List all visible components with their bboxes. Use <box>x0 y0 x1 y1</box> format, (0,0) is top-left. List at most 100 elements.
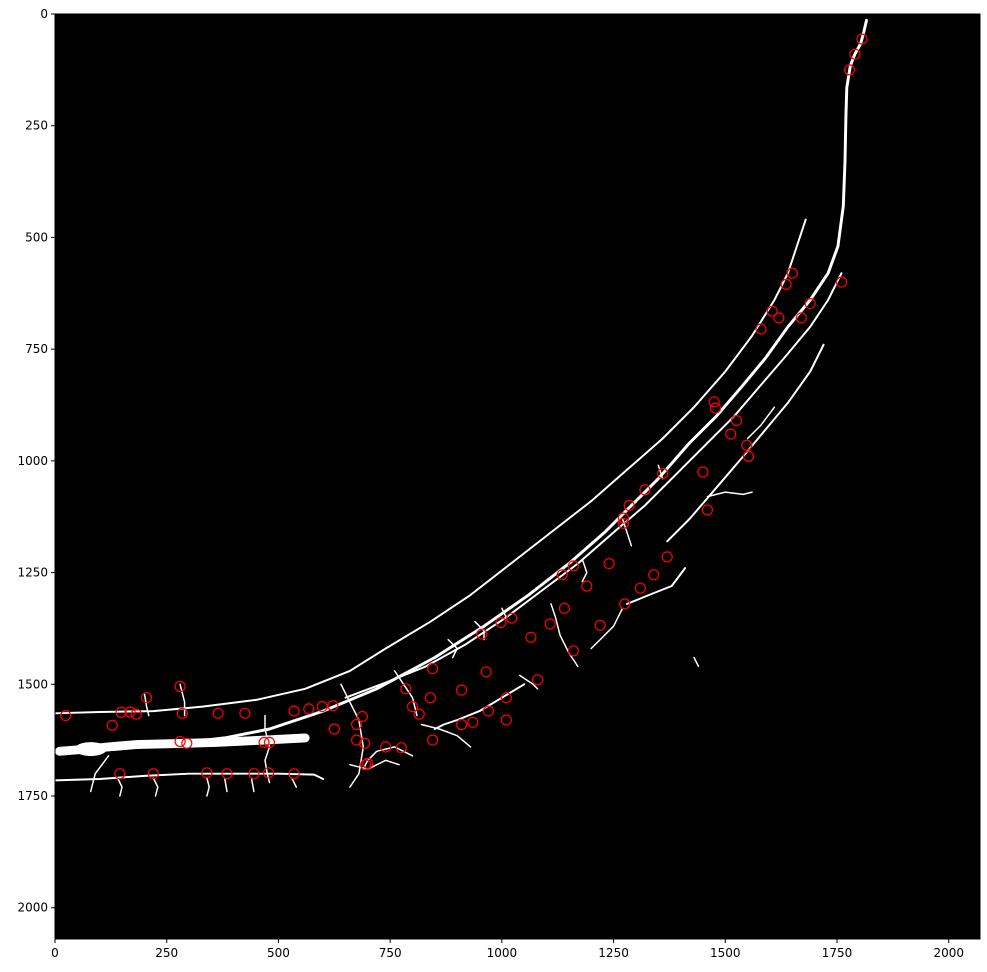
y-tick-label: 250 <box>25 119 48 133</box>
point-marker <box>843 64 856 76</box>
point-marker <box>263 736 276 749</box>
point-marker <box>141 692 153 704</box>
point-marker <box>531 674 544 686</box>
dendrite-branch <box>179 683 186 717</box>
point-marker <box>360 759 372 771</box>
dendrite-branch <box>550 603 579 668</box>
y-tick-label: 0 <box>40 7 48 21</box>
point-marker <box>258 736 270 749</box>
point-marker <box>114 768 126 780</box>
y-tick-label: 1250 <box>17 566 48 580</box>
point-marker <box>603 557 615 570</box>
point-marker <box>617 512 630 524</box>
point-marker <box>239 707 251 719</box>
point-marker <box>115 706 127 719</box>
y-tick-label: 1750 <box>17 789 48 803</box>
x-tick-label: 1750 <box>822 946 853 960</box>
dendrite-branch <box>746 406 776 440</box>
dendrite-branch <box>706 491 753 498</box>
dendrite-branch <box>250 778 255 793</box>
x-tick-label: 0 <box>51 946 59 960</box>
dendrite-branch <box>54 218 807 715</box>
point-marker <box>427 662 439 675</box>
x-tick-label: 250 <box>155 946 178 960</box>
point-marker <box>725 428 737 440</box>
point-marker <box>303 703 315 715</box>
dendrite-branch <box>89 755 110 793</box>
dendrite-branch <box>393 670 418 717</box>
point-marker <box>780 278 792 290</box>
dendrite-branch <box>474 620 485 641</box>
y-tick-label: 2000 <box>17 901 48 915</box>
dendrite-branch <box>344 272 843 699</box>
dendrite-branch <box>433 683 526 730</box>
x-tick-label: 750 <box>379 946 402 960</box>
detected-points <box>60 33 868 780</box>
point-marker <box>856 33 868 45</box>
point-marker <box>359 737 371 749</box>
point-marker <box>657 467 669 479</box>
point-marker <box>406 700 419 713</box>
x-tick-label: 2000 <box>933 946 964 960</box>
point-marker <box>701 504 714 516</box>
point-marker <box>558 602 571 614</box>
dendrite-branch <box>224 778 228 793</box>
point-marker <box>742 450 755 462</box>
point-marker <box>741 439 753 451</box>
point-marker <box>248 768 260 780</box>
y-tick-label: 1000 <box>17 454 48 468</box>
dendrite-branch <box>349 759 400 770</box>
point-marker <box>795 312 807 324</box>
point-marker <box>544 618 556 630</box>
point-marker <box>356 710 368 723</box>
point-marker <box>456 684 468 696</box>
x-tick-label: 1500 <box>710 946 741 960</box>
dendrite-branch <box>447 638 458 659</box>
point-marker <box>456 718 468 731</box>
point-marker <box>476 628 488 640</box>
point-marker <box>500 714 512 726</box>
point-marker <box>617 517 630 530</box>
point-marker <box>773 312 785 324</box>
y-tick-label: 750 <box>25 342 48 356</box>
point-marker <box>60 709 72 722</box>
point-marker <box>804 298 816 310</box>
point-marker <box>556 569 568 581</box>
point-marker <box>362 757 374 770</box>
point-marker <box>201 767 213 779</box>
dendrite-branch <box>291 777 298 788</box>
point-marker <box>835 276 848 288</box>
point-marker <box>786 267 798 279</box>
point-marker <box>500 692 512 704</box>
dendrite-branch <box>152 777 159 797</box>
dendrite-mask <box>53 18 868 797</box>
dendrite-branch <box>116 777 123 797</box>
point-marker <box>567 560 580 572</box>
point-marker <box>413 708 425 720</box>
point-marker <box>174 735 186 748</box>
point-marker <box>424 692 436 704</box>
point-marker <box>709 402 722 414</box>
point-marker <box>480 666 492 678</box>
dendrite-branch <box>590 607 624 650</box>
point-marker <box>316 700 328 713</box>
x-tick-label: 500 <box>267 946 290 960</box>
dendrite-branch <box>362 746 414 770</box>
point-marker <box>567 645 580 657</box>
dendrite-branch <box>143 692 150 717</box>
point-marker <box>174 680 186 693</box>
point-marker <box>648 569 660 581</box>
point-marker <box>351 718 363 731</box>
point-marker <box>525 631 537 644</box>
point-marker <box>400 683 412 695</box>
point-marker <box>288 768 300 780</box>
axes-frame <box>54 13 981 940</box>
dendrite-branch <box>626 567 687 605</box>
point-marker <box>427 734 439 746</box>
point-marker <box>263 767 275 779</box>
dendrite-branch <box>518 674 539 690</box>
x-axis: 0 250 500 750 1000 1250 1500 1750 2000 <box>51 939 964 960</box>
point-marker <box>288 705 300 717</box>
point-marker <box>380 741 392 753</box>
